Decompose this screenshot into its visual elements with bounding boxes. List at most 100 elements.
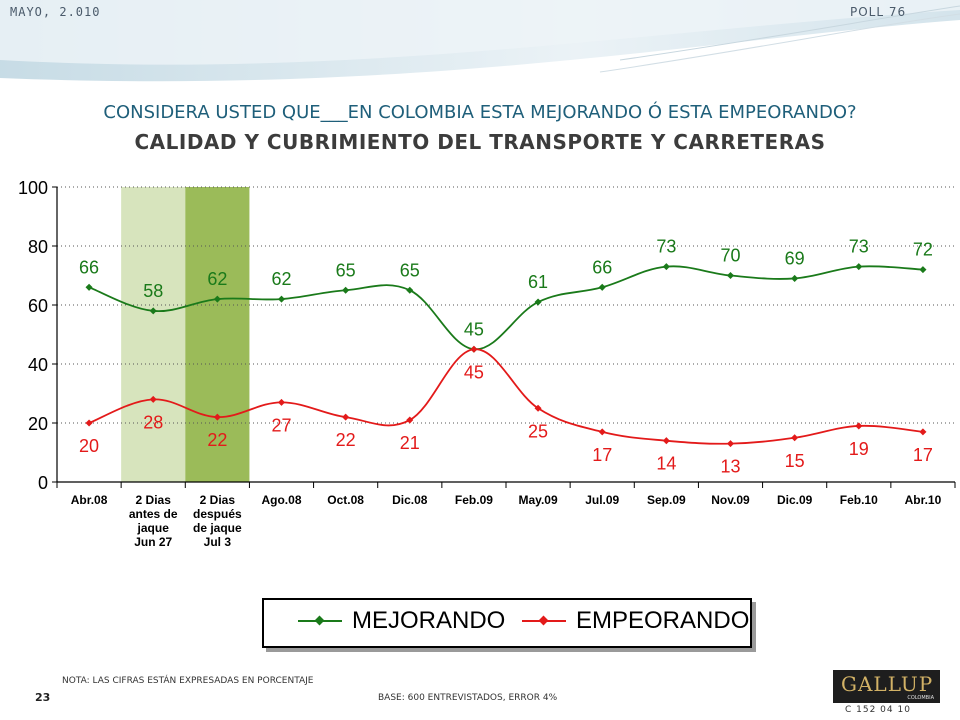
x-tick-label-line: 2 Dias bbox=[136, 493, 172, 507]
x-tick-label-line: Ago.08 bbox=[261, 493, 301, 507]
legend-marker-empeorando bbox=[538, 615, 549, 626]
x-tick-label-line: Dic.08 bbox=[392, 493, 428, 507]
data-point-mejorando bbox=[534, 298, 542, 306]
data-label-empeorando: 22 bbox=[336, 430, 356, 450]
x-tick-label-line: Sep.09 bbox=[647, 493, 686, 507]
x-tick-label: Feb.09 bbox=[455, 493, 493, 507]
data-label-mejorando: 45 bbox=[464, 319, 484, 339]
data-label-mejorando: 69 bbox=[785, 248, 805, 268]
chart-legend: MEJORANDO EMPEORANDO bbox=[262, 598, 752, 648]
data-label-empeorando: 19 bbox=[849, 439, 869, 459]
data-label-empeorando: 25 bbox=[528, 421, 548, 441]
x-tick-label-line: Abr.08 bbox=[71, 493, 108, 507]
x-tick-label-line: Jul 3 bbox=[204, 535, 232, 549]
logo-subtext: COLOMBIA bbox=[907, 695, 934, 701]
x-tick-label-line: después bbox=[193, 507, 242, 521]
data-point-mejorando bbox=[919, 266, 927, 274]
data-point-mejorando bbox=[85, 283, 93, 291]
data-point-empeorando bbox=[726, 440, 735, 448]
data-label-mejorando: 66 bbox=[79, 257, 99, 277]
data-point-mejorando bbox=[406, 286, 414, 294]
data-label-mejorando: 61 bbox=[528, 272, 548, 292]
data-label-empeorando: 22 bbox=[207, 430, 227, 450]
data-label-mejorando: 72 bbox=[913, 240, 933, 260]
data-label-mejorando: 66 bbox=[592, 257, 612, 277]
data-label-empeorando: 13 bbox=[720, 457, 740, 477]
data-label-empeorando: 27 bbox=[271, 415, 291, 435]
x-tick-label-line: Jun 27 bbox=[134, 535, 172, 549]
data-label-mejorando: 73 bbox=[849, 237, 869, 257]
data-point-empeorando bbox=[662, 437, 670, 445]
legend-label-mejorando: MEJORANDO bbox=[352, 607, 506, 634]
data-point-empeorando bbox=[406, 416, 414, 424]
data-point-mejorando bbox=[149, 307, 157, 315]
data-label-mejorando: 62 bbox=[271, 269, 291, 289]
data-label-mejorando: 62 bbox=[207, 269, 227, 289]
footnote: NOTA: LAS CIFRAS ESTÁN EXPRESADAS EN POR… bbox=[62, 676, 314, 686]
x-tick-label-line: Feb.09 bbox=[455, 493, 493, 507]
logo-text: GALLUP bbox=[841, 672, 934, 696]
data-point-empeorando bbox=[470, 345, 478, 353]
data-point-empeorando bbox=[277, 398, 286, 406]
data-point-empeorando bbox=[213, 413, 221, 421]
data-label-mejorando: 65 bbox=[400, 260, 420, 280]
y-tick-label: 40 bbox=[28, 355, 48, 375]
x-tick-label: Dic.09 bbox=[777, 493, 813, 507]
y-tick-label: 60 bbox=[28, 296, 48, 316]
highlight-band-1 bbox=[185, 187, 250, 482]
x-tick-label: Nov.09 bbox=[711, 493, 750, 507]
data-point-mejorando bbox=[342, 286, 350, 294]
page-number: 23 bbox=[35, 691, 51, 704]
series-line-empeorando bbox=[88, 348, 924, 445]
data-label-empeorando: 14 bbox=[656, 454, 676, 474]
data-label-empeorando: 15 bbox=[785, 451, 805, 471]
question-text: CONSIDERA USTED QUE___EN COLOMBIA ESTA M… bbox=[103, 102, 857, 123]
x-tick-label: Oct.08 bbox=[327, 493, 364, 507]
data-point-empeorando bbox=[598, 428, 606, 436]
data-point-empeorando bbox=[791, 434, 799, 442]
x-tick-label-line: de jaque bbox=[193, 521, 242, 535]
data-point-empeorando bbox=[342, 413, 350, 421]
data-label-mejorando: 73 bbox=[656, 237, 676, 257]
chart-title: CALIDAD Y CUBRIMIENTO DEL TRANSPORTE Y C… bbox=[134, 130, 826, 154]
y-tick-label: 100 bbox=[18, 178, 48, 198]
data-point-mejorando bbox=[662, 263, 670, 271]
data-label-mejorando: 65 bbox=[336, 260, 356, 280]
series-line-mejorando bbox=[88, 265, 923, 351]
x-tick-label: 2 Dias antes de jaque Jun 27 bbox=[129, 493, 178, 549]
data-point-mejorando bbox=[598, 283, 606, 291]
x-tick-label: Ago.08 bbox=[261, 493, 301, 507]
legend-marker-mejorando bbox=[314, 615, 325, 626]
y-tick-label: 20 bbox=[28, 414, 48, 434]
highlight-band-0 bbox=[121, 187, 186, 482]
x-tick-label-line: May.09 bbox=[519, 493, 558, 507]
data-point-mejorando bbox=[726, 271, 735, 280]
x-tick-label-line: Abr.10 bbox=[905, 493, 942, 507]
data-point-mejorando bbox=[213, 295, 221, 303]
x-tick-label-line: Dic.09 bbox=[777, 493, 813, 507]
data-point-empeorando bbox=[855, 422, 863, 430]
x-tick-label: Feb.10 bbox=[840, 493, 878, 507]
data-point-mejorando bbox=[855, 263, 863, 271]
x-tick-label: 2 Dias después de jaque Jul 3 bbox=[193, 493, 242, 549]
y-tick-label: 80 bbox=[28, 237, 48, 257]
x-tick-label: Dic.08 bbox=[392, 493, 428, 507]
sample-base: BASE: 600 ENTREVISTADOS, ERROR 4% bbox=[378, 693, 558, 703]
survey-date: MAYO, 2.010 bbox=[10, 5, 101, 19]
data-point-mejorando bbox=[277, 295, 286, 303]
data-label-empeorando: 21 bbox=[400, 433, 420, 453]
data-label-mejorando: 70 bbox=[720, 246, 740, 266]
data-label-empeorando: 28 bbox=[143, 412, 163, 432]
x-tick-label: Jul.09 bbox=[585, 493, 619, 507]
data-point-empeorando bbox=[149, 395, 157, 403]
header-wave-decoration bbox=[0, 0, 960, 82]
x-tick-label-line: Nov.09 bbox=[711, 493, 750, 507]
x-tick-label: May.09 bbox=[519, 493, 558, 507]
data-label-empeorando: 20 bbox=[79, 436, 99, 456]
data-point-mejorando bbox=[791, 274, 799, 282]
x-tick-label-line: 2 Dias bbox=[200, 493, 236, 507]
data-label-empeorando: 17 bbox=[592, 445, 612, 465]
data-point-empeorando bbox=[919, 428, 927, 436]
document-code: C 152 04 10 bbox=[845, 705, 911, 715]
